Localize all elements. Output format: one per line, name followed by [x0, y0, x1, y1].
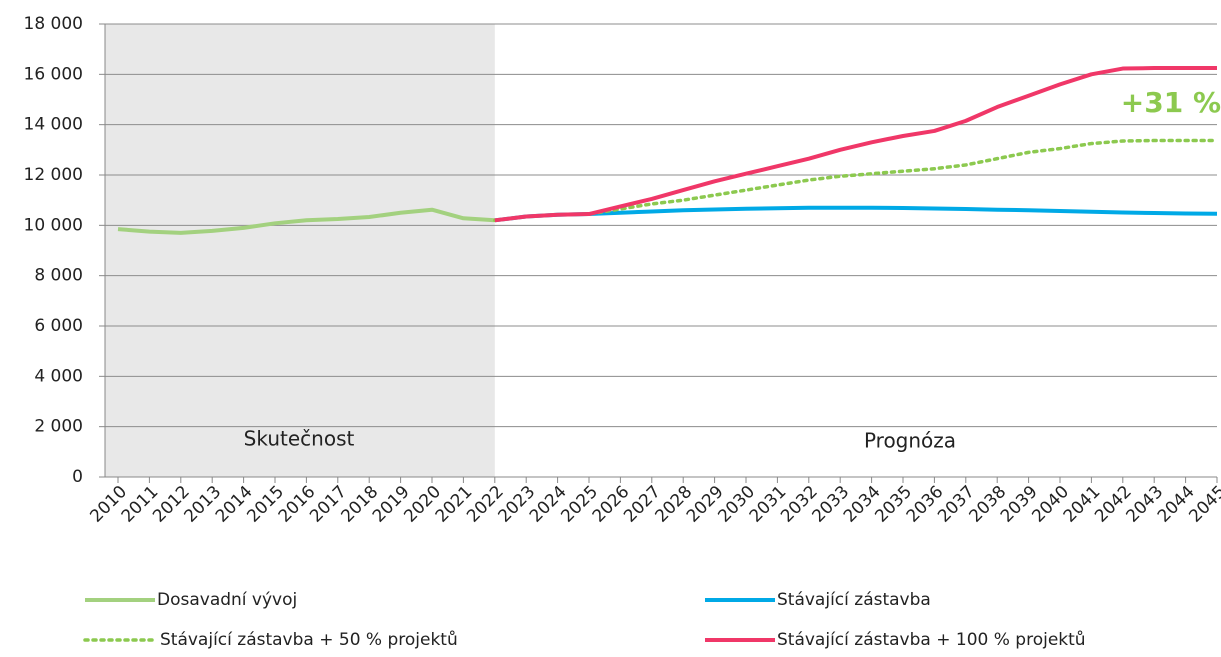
series-line: [117, 207, 495, 235]
annotation-forecast: Prognóza: [864, 429, 956, 453]
series-line: [493, 138, 1219, 223]
y-tick-label: 2 000: [34, 417, 83, 437]
series-line: [494, 66, 1217, 223]
history-region: [105, 24, 495, 477]
y-tick-label: 4 000: [34, 366, 83, 386]
y-tick-label: 0: [72, 467, 83, 487]
legend-label: Dosavadní vývoj: [157, 590, 297, 610]
legend-label: Stávající zástavba + 50 % projektů: [160, 630, 458, 650]
annotation-growth: +31 %: [1121, 86, 1221, 119]
y-tick-label: 8 000: [34, 266, 83, 286]
y-tick-label: 16 000: [24, 64, 83, 84]
series-line: [494, 205, 1218, 223]
y-tick-label: 14 000: [24, 115, 83, 135]
y-tick-label: 12 000: [24, 165, 83, 185]
legend-label: Stávající zástavba: [777, 590, 931, 610]
legend-label: Stávající zástavba + 100 % projektů: [777, 630, 1086, 650]
y-tick-label: 6 000: [34, 316, 83, 336]
annotation-history: Skutečnost: [244, 427, 355, 451]
y-tick-label: 18 000: [24, 14, 83, 34]
y-tick-label: 10 000: [24, 215, 83, 235]
